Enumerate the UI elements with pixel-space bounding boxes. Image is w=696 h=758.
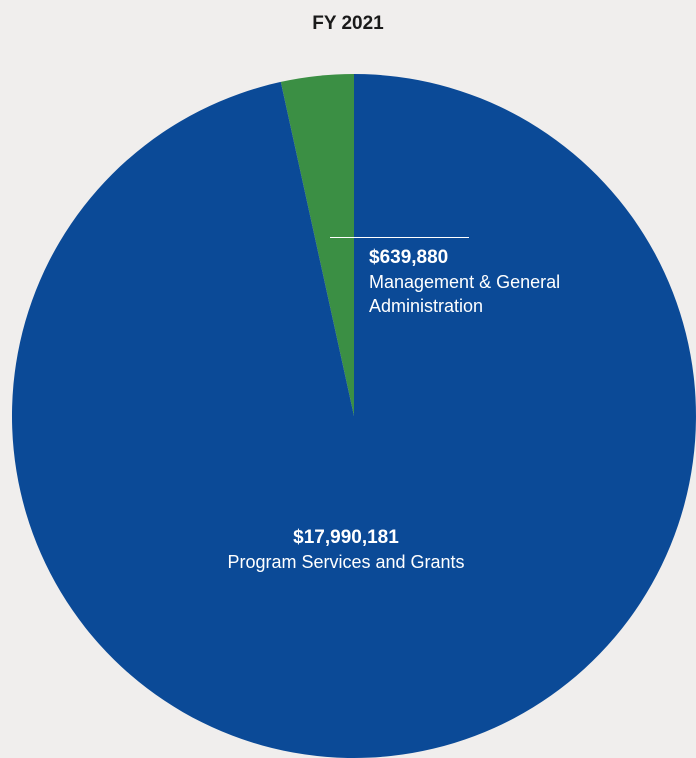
- chart-title: FY 2021: [312, 13, 384, 34]
- slice-value-program-services: $17,990,181: [293, 527, 399, 548]
- slice-label-program-services: $17,990,181 Program Services and Grants: [146, 526, 546, 574]
- slice-name-program-services: Program Services and Grants: [227, 552, 465, 572]
- mga-leader-line: [330, 237, 469, 238]
- slice-name-line-1: Management & General: [369, 272, 561, 292]
- pie-slice-program-services: [11, 74, 696, 758]
- slice-name-line-2: Administration: [369, 296, 484, 316]
- slice-value-management-general-admin: $639,880: [369, 247, 449, 268]
- pie-slice-management-general-admin: [280, 74, 354, 416]
- slice-label-management-general-admin: $639,880 Management & General Administra…: [369, 246, 629, 318]
